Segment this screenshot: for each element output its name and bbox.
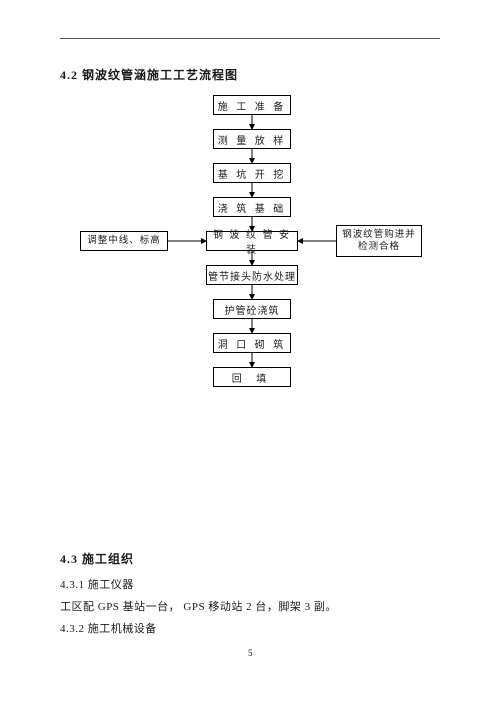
header-rule	[60, 38, 440, 39]
flow-node-install: 钢 波 纹 管 安 装	[206, 231, 298, 251]
section-4-3-title: 4.3 施工组织	[60, 550, 134, 567]
flow-node-adjust: 调整中线、标高	[80, 231, 168, 251]
flow-node-backfill: 回 填	[213, 367, 291, 387]
flow-node-concrete: 护管砼浇筑	[213, 299, 291, 319]
flow-node-excavate: 基 坑 开 挖	[213, 163, 291, 183]
flow-node-inspect: 钢波纹管购进并检测合格	[336, 225, 422, 257]
flow-node-survey: 测 量 放 样	[213, 129, 291, 149]
body-4-3-1: 工区配 GPS 基站一台， GPS 移动站 2 台，脚架 3 副。	[60, 598, 337, 614]
flow-node-waterproof: 管节接头防水处理	[206, 265, 298, 285]
section-4-2-title: 4.2 钢波纹管涵施工工艺流程图	[60, 66, 238, 83]
flow-node-prepare: 施 工 准 备	[213, 95, 291, 115]
flow-node-foundation: 浇 筑 基 础	[213, 197, 291, 217]
subsection-4-3-2: 4.3.2 施工机械设备	[60, 620, 157, 636]
page-number: 5	[248, 648, 253, 658]
subsection-4-3-1: 4.3.1 施工仪器	[60, 576, 134, 592]
flow-node-portal: 洞 口 砌 筑	[213, 333, 291, 353]
page: 4.2 钢波纹管涵施工工艺流程图 施 工 准 备 测 量 放 样 基 坑 开 挖…	[0, 0, 500, 707]
